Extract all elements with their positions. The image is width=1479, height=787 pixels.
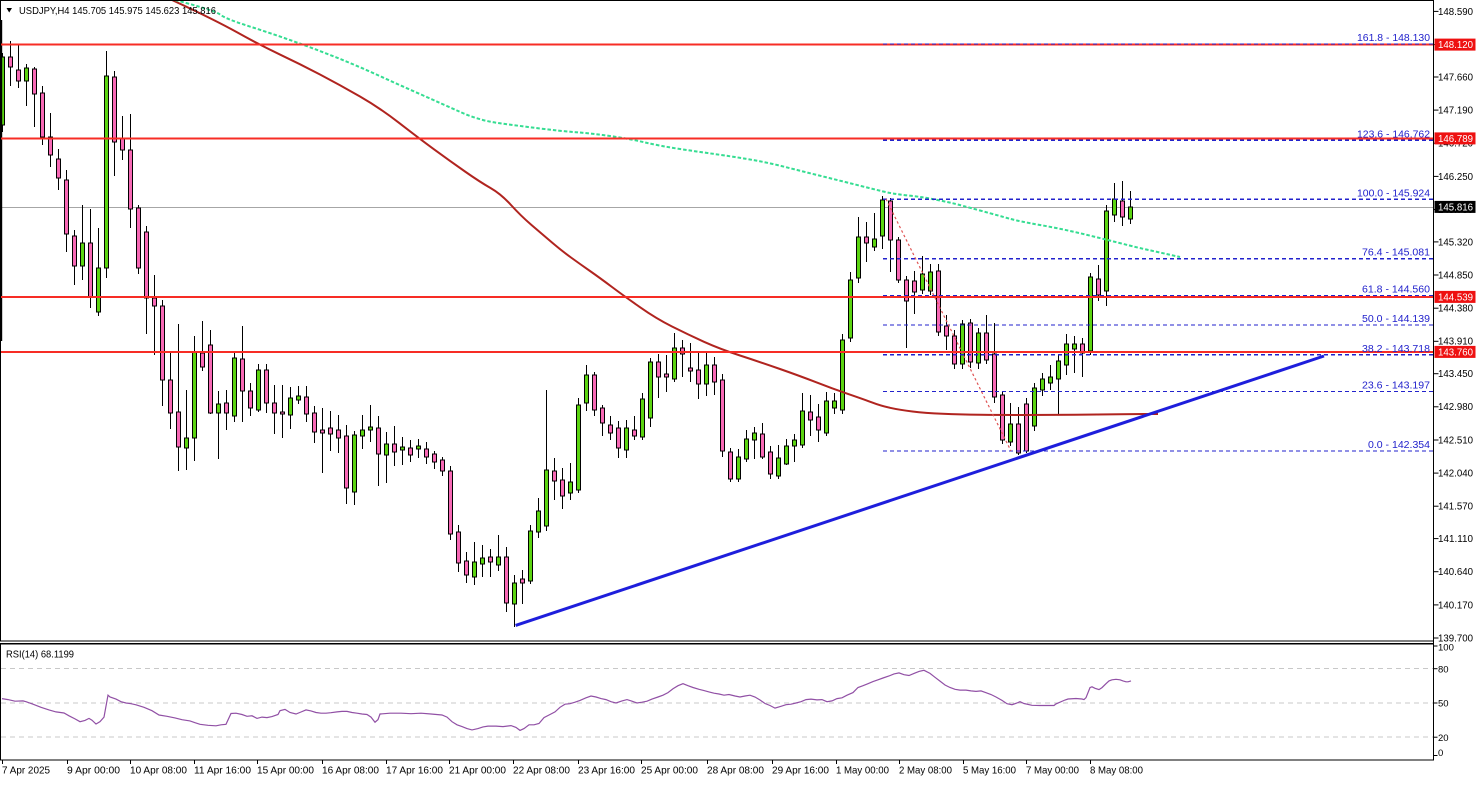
svg-text:29 Apr 16:00: 29 Apr 16:00 [772, 765, 829, 777]
svg-text:147.660: 147.660 [1438, 72, 1473, 83]
svg-text:22 Apr 08:00: 22 Apr 08:00 [513, 765, 570, 777]
svg-text:140.640: 140.640 [1438, 567, 1473, 578]
svg-text:76.4 - 145.081: 76.4 - 145.081 [1362, 248, 1430, 259]
svg-text:147.190: 147.190 [1438, 106, 1473, 117]
svg-text:21 Apr 00:00: 21 Apr 00:00 [449, 765, 506, 777]
svg-text:140.170: 140.170 [1438, 600, 1473, 611]
svg-text:100.0 - 145.924: 100.0 - 145.924 [1357, 188, 1430, 199]
svg-text:145.320: 145.320 [1438, 237, 1473, 248]
svg-text:23.6 - 143.197: 23.6 - 143.197 [1362, 381, 1430, 392]
svg-text:USDJPY,H4 145.705 145.975 145: USDJPY,H4 145.705 145.975 145.623 145.81… [19, 5, 216, 17]
svg-text:142.980: 142.980 [1438, 402, 1473, 413]
svg-text:16 Apr 08:00: 16 Apr 08:00 [322, 765, 379, 777]
svg-text:0: 0 [1438, 748, 1443, 759]
svg-text:146.250: 146.250 [1438, 172, 1473, 183]
svg-text:144.850: 144.850 [1438, 270, 1473, 281]
svg-text:23 Apr 16:00: 23 Apr 16:00 [578, 765, 635, 777]
svg-text:148.590: 148.590 [1438, 7, 1473, 18]
svg-text:142.510: 142.510 [1438, 435, 1473, 446]
svg-text:80: 80 [1438, 664, 1449, 675]
svg-text:146.789: 146.789 [1438, 134, 1473, 145]
svg-text:50: 50 [1438, 699, 1449, 710]
svg-text:10 Apr 08:00: 10 Apr 08:00 [130, 765, 187, 777]
svg-text:0.0 - 142.354: 0.0 - 142.354 [1368, 440, 1430, 451]
svg-text:8 May 08:00: 8 May 08:00 [1090, 765, 1143, 777]
svg-text:7 May 00:00: 7 May 00:00 [1026, 765, 1079, 777]
svg-text:61.8 - 144.560: 61.8 - 144.560 [1362, 285, 1430, 296]
svg-text:161.8 - 148.130: 161.8 - 148.130 [1357, 33, 1430, 44]
svg-text:38.2 - 143.718: 38.2 - 143.718 [1362, 344, 1430, 355]
svg-text:100: 100 [1438, 643, 1454, 654]
svg-text:143.760: 143.760 [1438, 348, 1473, 359]
svg-text:17 Apr 16:00: 17 Apr 16:00 [386, 765, 443, 777]
svg-text:143.910: 143.910 [1438, 337, 1473, 348]
svg-text:143.450: 143.450 [1438, 369, 1473, 380]
svg-text:15 Apr 00:00: 15 Apr 00:00 [257, 765, 314, 777]
svg-text:9 Apr 00:00: 9 Apr 00:00 [67, 765, 120, 777]
svg-text:2 May 08:00: 2 May 08:00 [899, 765, 952, 777]
svg-text:141.110: 141.110 [1438, 534, 1473, 545]
svg-text:148.120: 148.120 [1438, 40, 1473, 51]
svg-text:144.380: 144.380 [1438, 304, 1473, 315]
svg-text:25 Apr 00:00: 25 Apr 00:00 [641, 765, 698, 777]
svg-text:RSI(14) 68.1199: RSI(14) 68.1199 [6, 650, 74, 661]
svg-text:50.0 - 144.139: 50.0 - 144.139 [1362, 314, 1430, 325]
svg-text:7 Apr 2025: 7 Apr 2025 [2, 765, 50, 777]
svg-text:11 Apr 16:00: 11 Apr 16:00 [194, 765, 251, 777]
svg-text:142.040: 142.040 [1438, 469, 1473, 480]
svg-text:123.6 - 146.762: 123.6 - 146.762 [1357, 129, 1430, 140]
svg-text:20: 20 [1438, 733, 1449, 744]
svg-text:1 May 00:00: 1 May 00:00 [836, 765, 889, 777]
svg-text:145.816: 145.816 [1438, 203, 1473, 214]
svg-text:28 Apr 08:00: 28 Apr 08:00 [707, 765, 764, 777]
svg-text:141.570: 141.570 [1438, 502, 1473, 513]
svg-text:144.539: 144.539 [1438, 293, 1473, 304]
svg-text:5 May 16:00: 5 May 16:00 [963, 765, 1016, 777]
svg-text:139.700: 139.700 [1438, 633, 1473, 644]
